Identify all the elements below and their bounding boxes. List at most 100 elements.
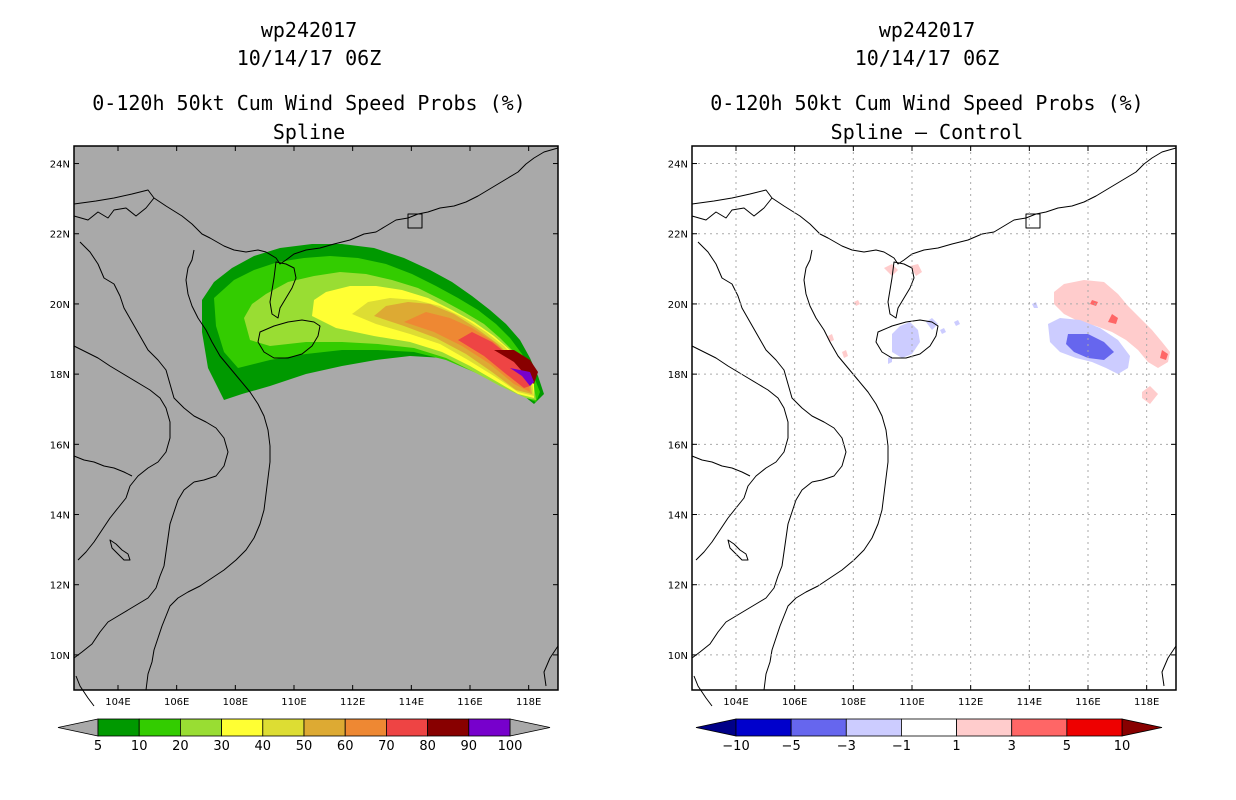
y-tick-label: 22N — [50, 230, 70, 241]
map-chart-spline: 104E 106E 108E 110E 112E 114E 116E 118E 10N 12N 14… — [50, 145, 559, 754]
colorbar-label: 20 — [172, 739, 189, 754]
plot-area — [691, 147, 1177, 707]
y-tick-label: 24N — [50, 160, 70, 171]
diff-area — [954, 320, 960, 326]
y-tick-label: 10N — [50, 651, 70, 662]
chart-subtitle: Spline — [272, 120, 346, 144]
colorbar-swatch — [138, 718, 181, 737]
colorbar-low-end — [57, 718, 99, 737]
colorbar-label: 40 — [255, 739, 272, 754]
country-border — [697, 241, 847, 483]
x-tick-label: 118E — [516, 697, 541, 708]
x-tick-label: 114E — [399, 697, 424, 708]
y-tick-label: 12N — [50, 581, 70, 592]
x-tick-label: 104E — [723, 697, 748, 708]
diff-area — [1066, 334, 1114, 360]
axis-ticks: 104E 106E 108E 110E 112E 114E 116E 118E 10N 12N 14… — [50, 146, 558, 708]
diff-area — [1160, 350, 1168, 360]
x-tick-label: 110E — [281, 697, 306, 708]
leizhou-peninsula — [269, 261, 297, 319]
axis-ticks: 104E 106E 108E 110E 112E 114E 116E 118E 10N 12N 14… — [668, 146, 1176, 708]
x-tick-label: 108E — [223, 697, 248, 708]
y-tick-label: 24N — [668, 160, 688, 171]
colorbar-swatch — [956, 718, 1013, 737]
diff-area — [1032, 302, 1038, 308]
diff-area — [884, 264, 898, 276]
y-tick-label: 16N — [50, 440, 70, 451]
colorbar-label: −5 — [782, 739, 801, 754]
gridlines — [692, 146, 1176, 690]
colorbar-swatch — [735, 718, 792, 737]
x-tick-label: 106E — [164, 697, 189, 708]
country-border — [693, 675, 713, 707]
colorbar-swatch — [468, 718, 511, 737]
country-border — [691, 345, 789, 561]
x-tick-label: 106E — [782, 697, 807, 708]
colorbar-label: 100 — [498, 739, 523, 754]
prob-band-70 — [458, 332, 530, 388]
colorbar-swatch — [344, 718, 387, 737]
x-tick-label: 116E — [457, 697, 482, 708]
datetime: 10/14/17 06Z — [854, 46, 1000, 70]
x-tick-label: 118E — [1134, 697, 1159, 708]
diff-area — [940, 328, 946, 334]
y-tick-label: 20N — [50, 300, 70, 311]
y-tick-label: 12N — [668, 581, 688, 592]
x-tick-label: 114E — [1017, 697, 1042, 708]
y-tick-label: 14N — [668, 511, 688, 522]
diff-area — [892, 322, 920, 358]
hong-kong-box — [407, 213, 423, 229]
panel-spline: wp242017 10/14/17 06Z 0-120h 50kt Cum Wi… — [50, 18, 559, 754]
x-tick-label: 110E — [899, 697, 924, 708]
country-border — [691, 481, 813, 659]
colorbar-swatch — [845, 718, 902, 737]
plot-area — [73, 147, 559, 707]
colorbar-label: 5 — [94, 739, 102, 754]
y-tick-label: 16N — [668, 440, 688, 451]
panel-difference: wp242017 10/14/17 06Z 0-120h 50kt Cum Wi… — [618, 0, 1236, 800]
country-border — [73, 197, 155, 221]
storm-id: wp242017 — [260, 18, 358, 42]
chart-title: 0-120h 50kt Cum Wind Speed Probs (%) — [710, 91, 1144, 115]
colorbar: 5 10 20 30 40 50 60 70 80 90 100 — [57, 718, 551, 754]
colorbar-swatch — [262, 718, 305, 737]
x-tick-label: 112E — [340, 697, 365, 708]
plot-frame — [691, 145, 1177, 691]
diff-area — [888, 356, 892, 364]
colorbar-label: 1 — [952, 739, 960, 754]
country-border — [79, 241, 229, 483]
diff-area — [1090, 300, 1098, 306]
colorbar-label: 80 — [419, 739, 436, 754]
y-tick-label: 10N — [668, 651, 688, 662]
plot-background — [74, 146, 558, 690]
hainan-island — [257, 319, 321, 359]
coastline-vietnam — [763, 249, 889, 691]
colorbar-label: 90 — [461, 739, 478, 754]
colorbar-swatch — [790, 718, 847, 737]
colorbar-label: 10 — [1114, 739, 1131, 754]
coastline-philippines — [1161, 645, 1177, 687]
colorbar-label: −3 — [837, 739, 856, 754]
colorbar-label: −1 — [892, 739, 911, 754]
colorbar-label: 70 — [378, 739, 395, 754]
plot-background — [692, 146, 1176, 690]
colorbar-label: −10 — [722, 739, 749, 754]
x-tick-label: 112E — [958, 697, 983, 708]
y-tick-label: 18N — [50, 370, 70, 381]
y-tick-label: 14N — [50, 511, 70, 522]
x-tick-label: 104E — [105, 697, 130, 708]
colorbar-label: 3 — [1008, 739, 1016, 754]
storm-id: wp242017 — [878, 18, 976, 42]
country-border — [691, 197, 773, 221]
colorbar-swatch — [1066, 718, 1123, 737]
colorbar-label: 10 — [131, 739, 148, 754]
country-border — [73, 455, 133, 477]
colorbar-high-end — [509, 718, 551, 737]
x-tick-label: 116E — [1075, 697, 1100, 708]
y-tick-label: 20N — [668, 300, 688, 311]
colorbar-swatch — [303, 718, 346, 737]
coastline-china — [73, 147, 559, 265]
country-border — [75, 675, 95, 707]
colorbar: −10 −5 −3 −1 1 3 5 10 — [695, 718, 1163, 754]
colorbar-swatch — [427, 718, 470, 737]
